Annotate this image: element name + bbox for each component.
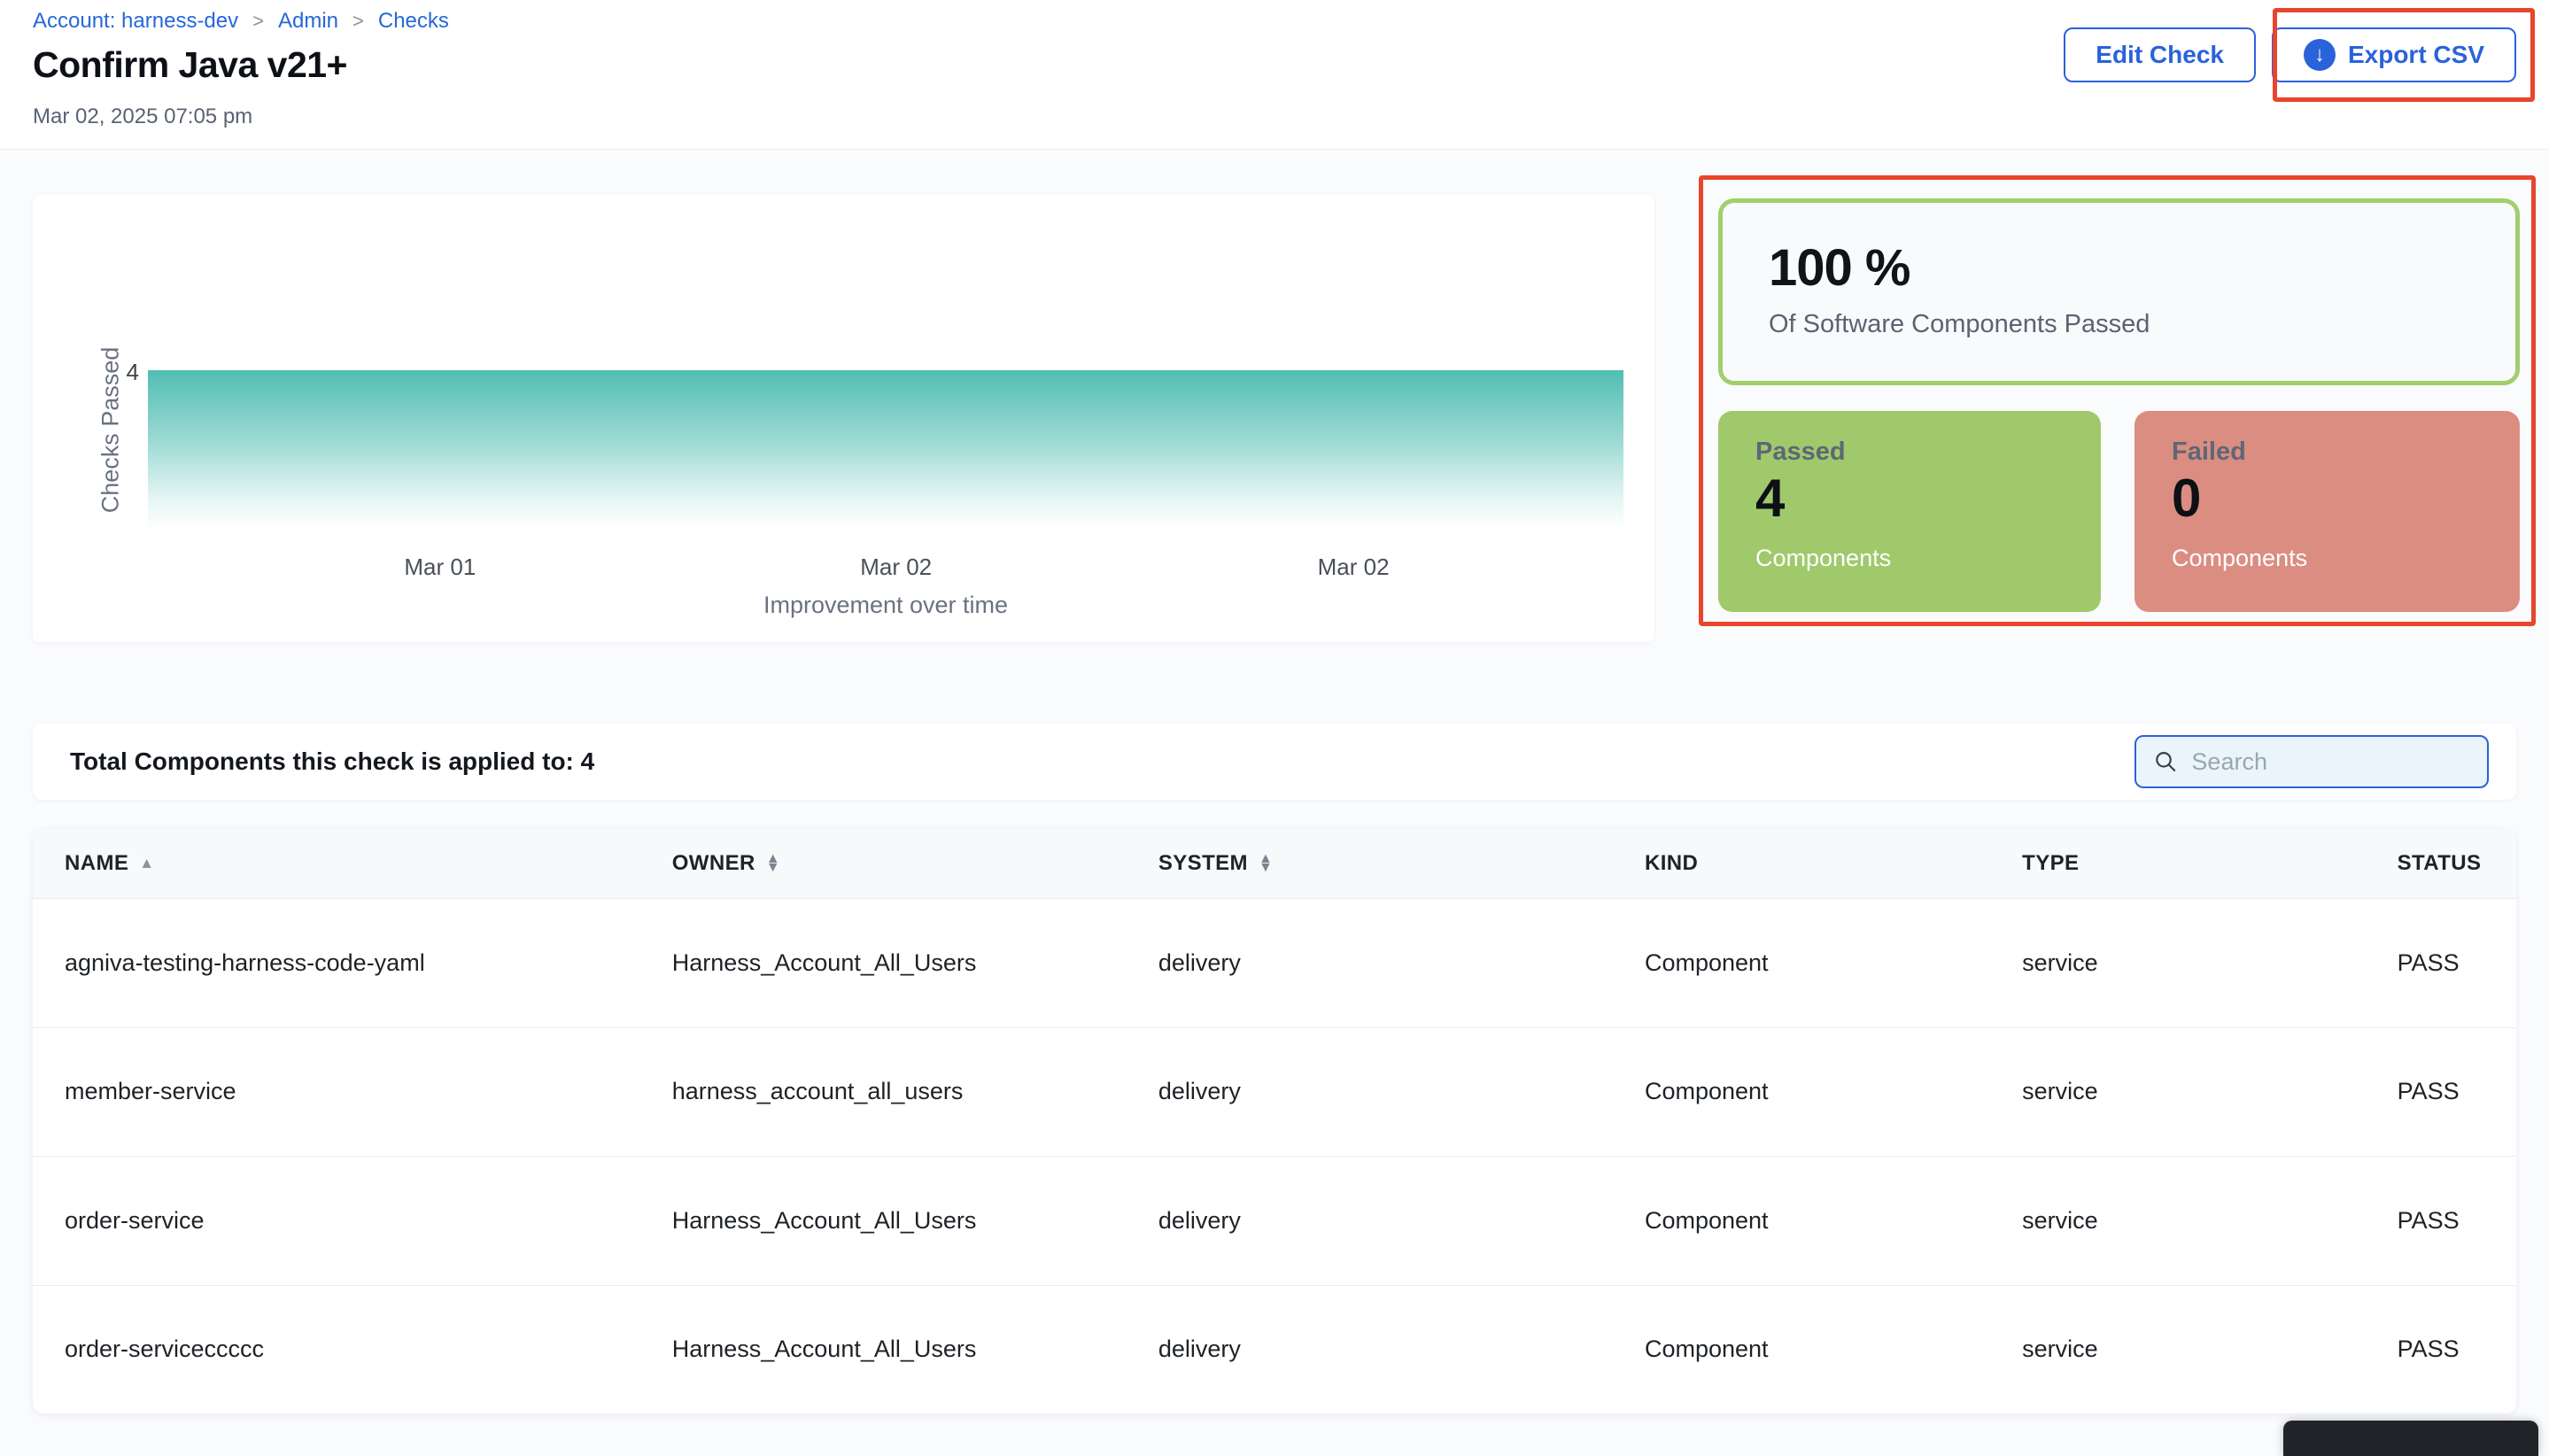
column-header-system[interactable]: SYSTEM ▲ ▼ <box>1158 851 1645 876</box>
total-components-text: Total Components this check is applied t… <box>70 747 595 775</box>
cell-name: order-service <box>65 1206 205 1234</box>
cell-status: PASS <box>2397 1078 2460 1105</box>
breadcrumb: Account: harness-dev > Admin > Checks <box>33 9 449 34</box>
chart-y-tick: 4 <box>126 359 139 385</box>
breadcrumb-chevron-icon: > <box>353 10 364 32</box>
cell-status: PASS <box>2397 1336 2460 1363</box>
cell-type: service <box>2022 949 2098 976</box>
cell-type: service <box>2022 1078 2098 1105</box>
edit-check-label: Edit Check <box>2096 41 2224 68</box>
cell-kind: Component <box>1644 1078 1769 1105</box>
cell-type: service <box>2022 1206 2098 1234</box>
sort-both-icon: ▲ ▼ <box>1258 851 1274 875</box>
passed-components-card: Passed 4 Components <box>1718 411 2101 612</box>
cell-name: agniva-testing-harness-code-yaml <box>65 949 425 976</box>
cell-owner: Harness_Account_All_Users <box>671 1206 977 1234</box>
table-row[interactable]: agniva-testing-harness-code-yaml Harness… <box>33 898 2516 1027</box>
download-icon: ↓ <box>2303 39 2336 71</box>
table-row[interactable]: order-serviceccccc Harness_Account_All_U… <box>33 1284 2516 1413</box>
cell-owner: Harness_Account_All_Users <box>671 1336 977 1363</box>
column-label: OWNER <box>671 851 755 875</box>
chart-area-series <box>148 370 1623 530</box>
chart-x-axis-title: Improvement over time <box>763 592 1009 618</box>
failed-card-unit: Components <box>2172 545 2308 571</box>
column-header-kind: KIND <box>1645 851 2022 876</box>
table-row[interactable]: order-service Harness_Account_All_Users … <box>33 1156 2516 1285</box>
chart-plot-area: Mar 01 Mar 02 Mar 02 Improvement over ti… <box>148 195 1623 642</box>
sort-both-icon: ▲ ▼ <box>765 851 780 875</box>
cell-kind: Component <box>1644 949 1769 976</box>
cell-owner: harness_account_all_users <box>671 1078 964 1105</box>
column-label: KIND <box>1644 851 1699 875</box>
table-header-row: NAME ▲ OWNER ▲ ▼ SYSTEM ▲ ▼ KIND TYPE STAT… <box>33 829 2516 898</box>
percent-passed-label: Of Software Components Passed <box>1769 310 2150 338</box>
cell-kind: Component <box>1644 1336 1769 1363</box>
passed-card-unit: Components <box>1755 545 1892 571</box>
cell-system: delivery <box>1158 949 1241 976</box>
checks-passed-chart: Checks Passed 4 Mar 01 Mar 02 Mar 02 Imp… <box>33 195 1654 642</box>
components-table: NAME ▲ OWNER ▲ ▼ SYSTEM ▲ ▼ KIND TYPE STAT… <box>33 829 2516 1413</box>
chart-x-tick: Mar 02 <box>1317 554 1390 580</box>
cell-system: delivery <box>1158 1336 1241 1363</box>
cell-status: PASS <box>2397 949 2460 976</box>
bottom-toast-peek <box>2283 1421 2538 1456</box>
export-csv-button[interactable]: ↓ Export CSV <box>2271 27 2516 82</box>
breadcrumb-chevron-icon: > <box>252 10 264 32</box>
chart-y-axis-label: Checks Passed <box>97 346 124 514</box>
column-header-owner[interactable]: OWNER ▲ ▼ <box>672 851 1158 876</box>
cell-system: delivery <box>1158 1206 1241 1234</box>
chart-x-tick: Mar 01 <box>404 554 476 580</box>
column-label: NAME <box>65 851 129 875</box>
cell-type: service <box>2022 1336 2098 1363</box>
percent-passed-value: 100 % <box>1769 239 1910 297</box>
cell-name: member-service <box>65 1078 236 1105</box>
search-input[interactable] <box>2191 747 2469 776</box>
cell-status: PASS <box>2397 1206 2460 1234</box>
column-header-name[interactable]: NAME ▲ <box>65 851 672 876</box>
passed-card-title: Passed <box>1755 438 1846 466</box>
export-csv-label: Export CSV <box>2347 41 2484 68</box>
breadcrumb-account-link[interactable]: Account: harness-dev <box>33 9 239 33</box>
search-icon <box>2156 751 2176 772</box>
column-header-type: TYPE <box>2022 851 2397 876</box>
percent-passed-card: 100 % Of Software Components Passed <box>1718 198 2520 385</box>
breadcrumb-checks-link[interactable]: Checks <box>377 9 449 33</box>
check-timestamp: Mar 02, 2025 07:05 pm <box>33 105 253 128</box>
column-label: STATUS <box>2397 851 2482 875</box>
cell-owner: Harness_Account_All_Users <box>671 949 977 976</box>
edit-check-button[interactable]: Edit Check <box>2064 27 2256 82</box>
breadcrumb-admin-link[interactable]: Admin <box>277 9 339 33</box>
page-title: Confirm Java v21+ <box>33 44 348 85</box>
failed-card-value: 0 <box>2172 469 2202 528</box>
header-actions: Edit Check ↓ Export CSV <box>2064 27 2516 82</box>
column-label: TYPE <box>2022 851 2080 875</box>
cell-system: delivery <box>1158 1078 1241 1105</box>
sort-asc-icon: ▲ <box>139 855 155 871</box>
search-box[interactable] <box>2134 735 2489 788</box>
failed-card-title: Failed <box>2172 438 2246 466</box>
chart-x-tick: Mar 02 <box>860 554 933 580</box>
table-row[interactable]: member-service harness_account_all_users… <box>33 1026 2516 1156</box>
cell-name: order-serviceccccc <box>65 1336 265 1363</box>
column-label: SYSTEM <box>1158 851 1248 875</box>
top-header: Account: harness-dev > Admin > Checks Co… <box>0 0 2549 150</box>
column-header-status: STATUS <box>2398 851 2484 876</box>
cell-kind: Component <box>1644 1206 1769 1234</box>
failed-components-card: Failed 0 Components <box>2134 411 2520 612</box>
total-components-bar: Total Components this check is applied t… <box>33 724 2516 800</box>
passed-card-value: 4 <box>1755 469 1786 528</box>
